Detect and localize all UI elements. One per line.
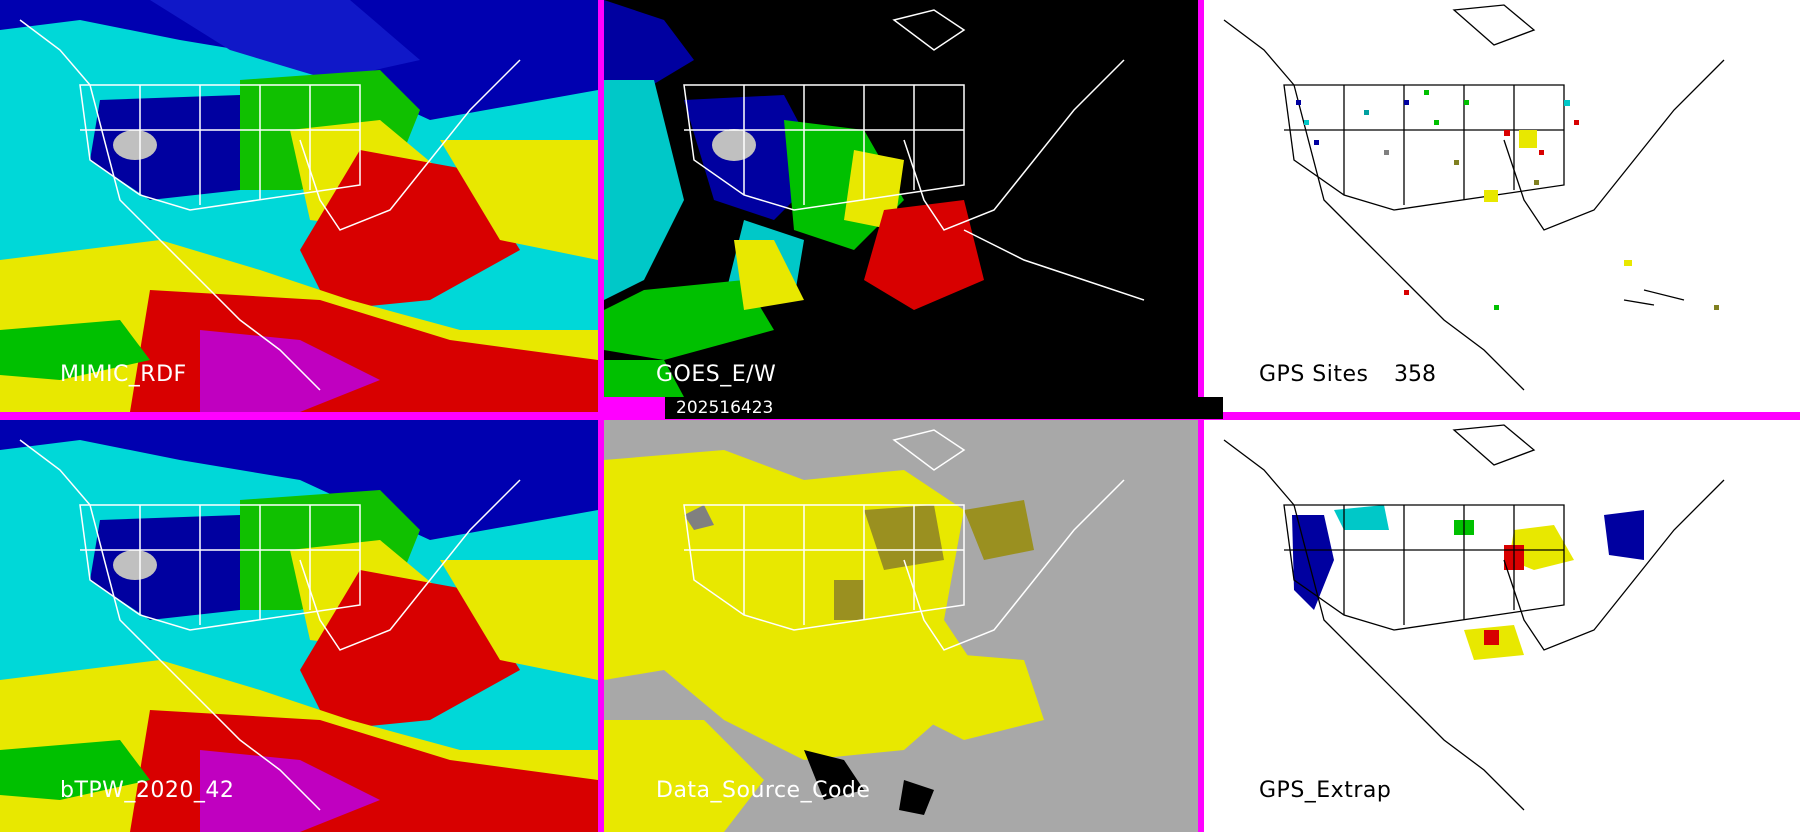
- panel-btpw: bTPW_2020_42: [0, 420, 598, 832]
- panel-label-mimic-rdf: MIMIC_RDF: [60, 362, 187, 387]
- panel-label-goes-ew: GOES_E/W: [656, 362, 777, 387]
- gps-sites-map: [1204, 0, 1800, 412]
- panel-mimic-rdf: MIMIC_RDF: [0, 0, 598, 412]
- panel-gps-extrap: GPS_Extrap: [1204, 420, 1800, 832]
- data-source-code-map: [604, 420, 1198, 832]
- panel-label-data-source-code: Data_Source_Code: [656, 778, 871, 803]
- btpw-field-map: [0, 420, 598, 832]
- panel-label-btpw: bTPW_2020_42: [60, 778, 235, 803]
- panel-label-gps-extrap: GPS_Extrap: [1259, 778, 1392, 803]
- mimic-rdf-field-map: [0, 0, 598, 412]
- panel-label-gps-sites: GPS Sites: [1259, 362, 1369, 387]
- panel-gps-sites: GPS Sites 358: [1204, 0, 1800, 412]
- goes-ew-field-map: [604, 0, 1198, 397]
- panel-goes-ew: GOES_E/W: [604, 0, 1198, 397]
- gps-site-count: 358: [1394, 362, 1436, 387]
- gps-extrap-map: [1204, 420, 1800, 832]
- timestamp-bar: 202516423: [665, 397, 1223, 419]
- panel-data-source-code: Data_Source_Code: [604, 420, 1198, 832]
